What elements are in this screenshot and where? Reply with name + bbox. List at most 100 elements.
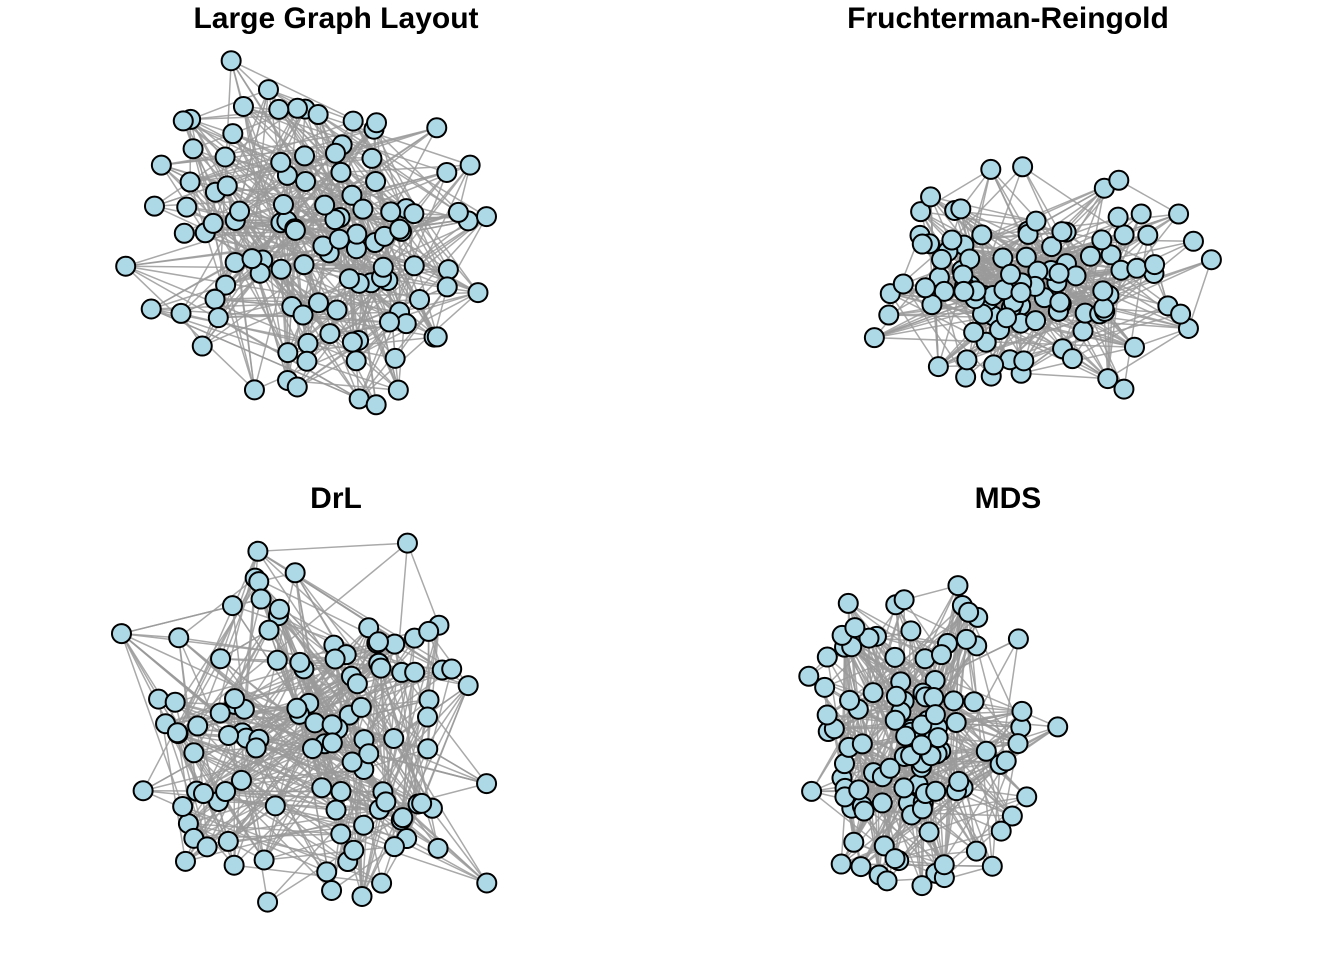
node — [304, 712, 326, 734]
edge — [351, 171, 447, 197]
node — [995, 307, 1017, 329]
node — [816, 646, 838, 668]
node — [220, 50, 242, 72]
node — [150, 154, 172, 176]
node — [346, 223, 368, 245]
node — [342, 110, 364, 132]
node — [911, 734, 933, 756]
node — [893, 589, 915, 611]
node — [837, 592, 859, 614]
edge — [427, 748, 487, 785]
node — [182, 138, 204, 160]
node — [286, 697, 308, 719]
node — [179, 171, 201, 193]
node — [1007, 733, 1029, 755]
node — [459, 154, 481, 176]
node — [862, 682, 884, 704]
node — [383, 727, 405, 749]
node — [418, 689, 440, 711]
node — [1061, 348, 1083, 370]
edge — [383, 235, 438, 338]
node — [193, 783, 215, 805]
node — [476, 872, 498, 894]
node — [321, 880, 343, 902]
node — [172, 110, 194, 132]
node — [1100, 244, 1122, 266]
node — [958, 601, 980, 623]
node — [248, 571, 270, 593]
edge — [150, 308, 360, 400]
edge — [1022, 166, 1125, 236]
node — [981, 855, 1003, 877]
network-panel — [798, 575, 1069, 897]
node — [1048, 262, 1070, 284]
node — [341, 751, 363, 773]
node — [971, 224, 993, 246]
node — [396, 532, 418, 554]
edge — [348, 715, 363, 897]
node — [1049, 291, 1071, 313]
node — [1113, 378, 1135, 400]
edge — [340, 833, 488, 884]
nodes — [115, 50, 497, 416]
node — [931, 248, 953, 270]
node — [387, 379, 409, 401]
node — [294, 145, 316, 167]
node — [1000, 263, 1022, 285]
node — [392, 807, 414, 829]
node — [266, 649, 288, 671]
edge — [889, 292, 1025, 362]
network-panel — [115, 50, 497, 416]
edge — [286, 175, 320, 303]
node — [328, 228, 350, 250]
edge — [212, 89, 270, 224]
edge — [935, 790, 978, 852]
node — [302, 738, 324, 760]
node — [1123, 336, 1145, 358]
node — [170, 302, 192, 324]
node — [914, 277, 936, 299]
node — [372, 256, 394, 278]
node — [955, 628, 977, 650]
node — [173, 222, 195, 244]
node — [1107, 206, 1129, 228]
node — [230, 769, 252, 791]
node — [884, 646, 906, 668]
edge — [230, 60, 392, 213]
edge — [370, 282, 400, 391]
node — [1011, 700, 1033, 722]
node — [346, 673, 368, 695]
node — [417, 706, 439, 728]
edge — [150, 308, 399, 391]
node — [1010, 282, 1032, 304]
edge — [125, 265, 360, 400]
node — [947, 575, 969, 597]
node — [351, 885, 373, 907]
node — [983, 354, 1005, 376]
edge — [1107, 327, 1189, 380]
node — [1182, 230, 1204, 252]
edge — [848, 604, 897, 748]
edge — [334, 153, 357, 361]
edge — [991, 764, 1001, 867]
node — [411, 792, 433, 814]
node — [258, 619, 280, 641]
node — [1170, 303, 1192, 325]
node — [389, 218, 411, 240]
node — [1041, 236, 1063, 258]
node — [851, 733, 873, 755]
edge — [361, 685, 469, 897]
node — [1130, 203, 1152, 225]
edge — [895, 604, 967, 641]
edge — [427, 625, 440, 749]
node — [229, 200, 251, 222]
edge — [202, 708, 246, 794]
node — [358, 743, 380, 765]
node — [930, 644, 952, 666]
node — [892, 273, 914, 295]
node — [215, 274, 237, 296]
node — [324, 648, 346, 670]
node — [900, 620, 922, 642]
node — [436, 161, 458, 183]
edge — [406, 542, 440, 626]
